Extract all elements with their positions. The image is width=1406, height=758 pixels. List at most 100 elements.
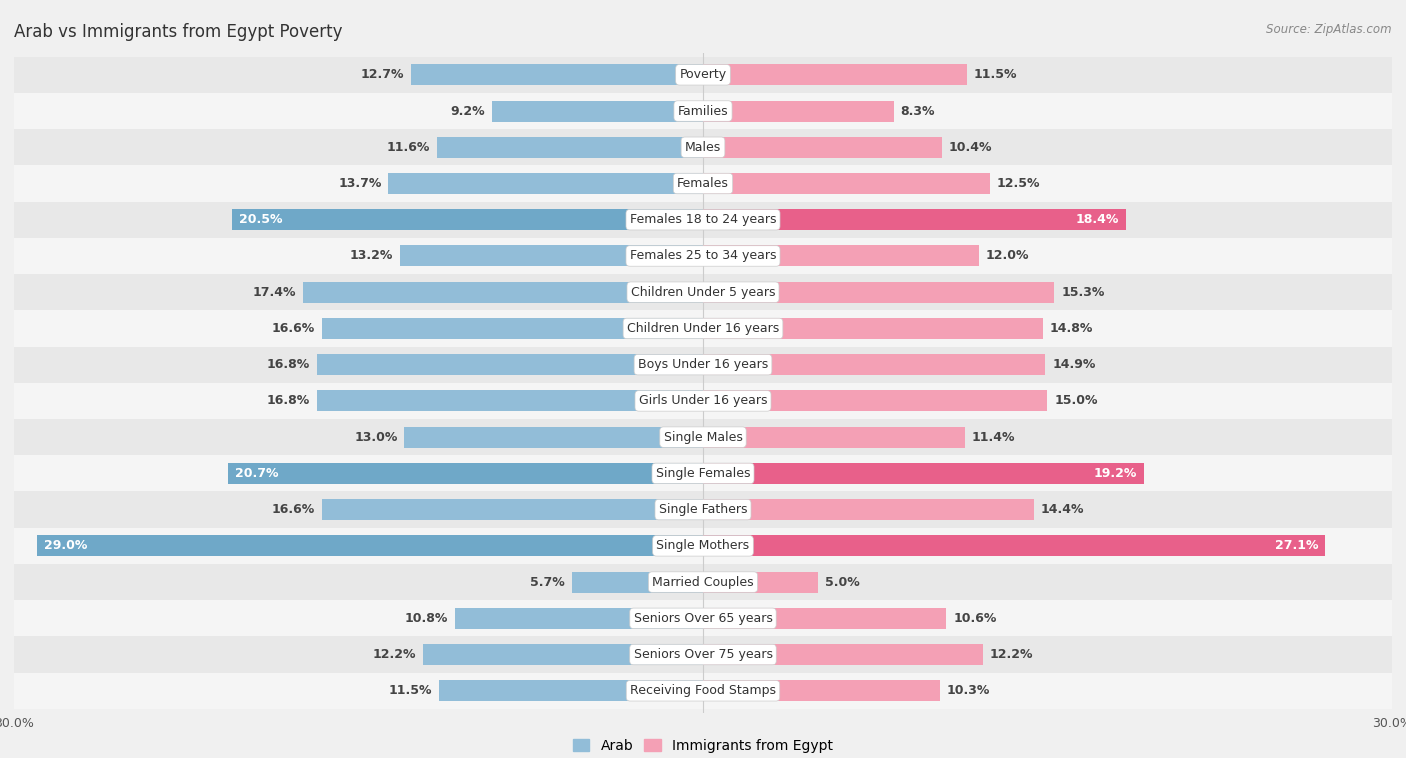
Text: 19.2%: 19.2% [1094,467,1137,480]
Text: Females 18 to 24 years: Females 18 to 24 years [630,213,776,226]
Bar [14,346,1392,383]
Text: 13.7%: 13.7% [337,177,381,190]
Text: 15.0%: 15.0% [1054,394,1098,407]
Legend: Arab, Immigrants from Egypt: Arab, Immigrants from Egypt [567,733,839,758]
Bar [437,136,703,158]
Bar [492,101,703,121]
Bar [14,238,1392,274]
Text: Families: Families [678,105,728,117]
Text: 5.7%: 5.7% [530,575,565,588]
Bar [703,64,967,86]
Bar [703,101,894,121]
Bar [14,419,1392,456]
Bar [405,427,703,448]
Bar [14,491,1392,528]
Text: 11.5%: 11.5% [974,68,1018,81]
Text: 20.7%: 20.7% [235,467,278,480]
Text: 5.0%: 5.0% [825,575,859,588]
Bar [439,680,703,701]
Text: 20.5%: 20.5% [239,213,283,226]
Text: 16.6%: 16.6% [271,503,315,516]
Bar [423,644,703,665]
Text: 12.0%: 12.0% [986,249,1029,262]
Bar [703,246,979,267]
Bar [322,318,703,339]
Bar [703,427,965,448]
Text: 10.4%: 10.4% [949,141,993,154]
Bar [14,383,1392,419]
Text: Males: Males [685,141,721,154]
Bar [572,572,703,593]
Text: Children Under 16 years: Children Under 16 years [627,322,779,335]
Text: 16.8%: 16.8% [267,394,311,407]
Text: 11.6%: 11.6% [387,141,430,154]
Bar [703,136,942,158]
Text: Single Females: Single Females [655,467,751,480]
Bar [14,456,1392,491]
Text: 10.3%: 10.3% [946,684,990,697]
Text: Females: Females [678,177,728,190]
Text: 18.4%: 18.4% [1076,213,1119,226]
Bar [388,173,703,194]
Bar [399,246,703,267]
Text: Seniors Over 65 years: Seniors Over 65 years [634,612,772,625]
Text: 27.1%: 27.1% [1275,540,1319,553]
Text: 12.7%: 12.7% [361,68,405,81]
Text: Boys Under 16 years: Boys Under 16 years [638,359,768,371]
Bar [703,572,818,593]
Text: 12.5%: 12.5% [997,177,1040,190]
Text: 14.8%: 14.8% [1050,322,1092,335]
Text: Single Mothers: Single Mothers [657,540,749,553]
Text: 17.4%: 17.4% [253,286,297,299]
Bar [14,274,1392,310]
Bar [322,499,703,520]
Text: 29.0%: 29.0% [44,540,87,553]
Bar [703,390,1047,412]
Bar [412,64,703,86]
Text: Single Fathers: Single Fathers [659,503,747,516]
Bar [703,499,1033,520]
Bar [703,463,1144,484]
Bar [703,535,1326,556]
Text: Source: ZipAtlas.com: Source: ZipAtlas.com [1267,23,1392,36]
Bar [37,535,703,556]
Text: Seniors Over 75 years: Seniors Over 75 years [634,648,772,661]
Bar [14,600,1392,637]
Text: 9.2%: 9.2% [450,105,485,117]
Bar [14,637,1392,672]
Text: 14.4%: 14.4% [1040,503,1084,516]
Bar [318,390,703,412]
Text: 12.2%: 12.2% [373,648,416,661]
Text: Children Under 5 years: Children Under 5 years [631,286,775,299]
Bar [228,463,703,484]
Text: Poverty: Poverty [679,68,727,81]
Bar [14,165,1392,202]
Bar [14,564,1392,600]
Text: 14.9%: 14.9% [1052,359,1095,371]
Bar [703,173,990,194]
Text: Females 25 to 34 years: Females 25 to 34 years [630,249,776,262]
Bar [14,57,1392,93]
Bar [703,354,1045,375]
Bar [703,209,1126,230]
Bar [703,318,1043,339]
Text: Married Couples: Married Couples [652,575,754,588]
Bar [703,680,939,701]
Text: 11.4%: 11.4% [972,431,1015,443]
Text: 10.8%: 10.8% [405,612,449,625]
Text: 11.5%: 11.5% [388,684,432,697]
Text: 13.0%: 13.0% [354,431,398,443]
Text: 15.3%: 15.3% [1062,286,1105,299]
Text: 16.6%: 16.6% [271,322,315,335]
Bar [703,608,946,629]
Bar [304,282,703,302]
Text: Girls Under 16 years: Girls Under 16 years [638,394,768,407]
Bar [14,672,1392,709]
Bar [14,129,1392,165]
Text: Single Males: Single Males [664,431,742,443]
Bar [14,93,1392,129]
Text: Arab vs Immigrants from Egypt Poverty: Arab vs Immigrants from Egypt Poverty [14,23,343,41]
Bar [703,644,983,665]
Bar [318,354,703,375]
Text: 16.8%: 16.8% [267,359,311,371]
